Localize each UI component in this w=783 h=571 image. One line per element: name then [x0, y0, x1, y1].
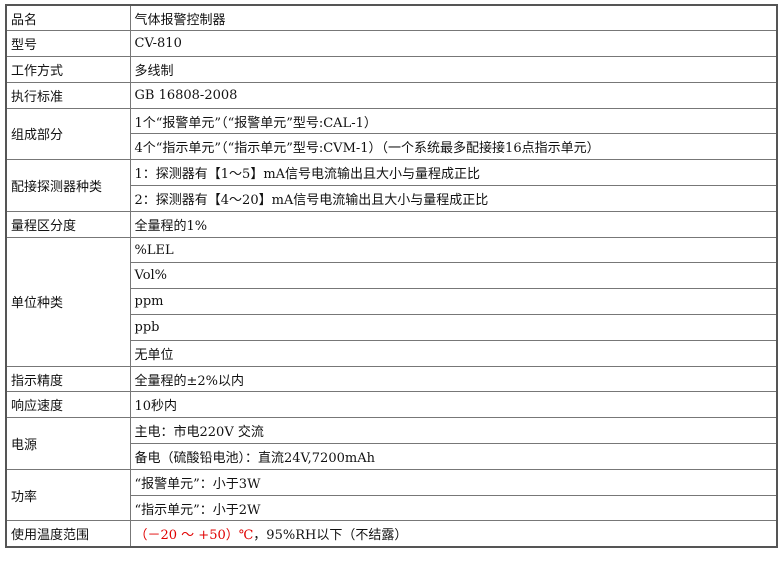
row-label: 响应速度 — [5, 391, 131, 419]
table-row: 执行标准 GB 16808-2008 — [5, 81, 778, 109]
table-row: 配接探测器种类 1：探测器有【1～5】mA信号电流输出且大小与量程成正比 — [5, 159, 778, 212]
row-label: 使用温度范围 — [5, 520, 131, 548]
table-row: “指示单元”：小于2W — [6, 494, 778, 522]
table-row: 功率 “报警单元”：小于3W — [5, 468, 778, 522]
row-label: 组成部分 — [5, 107, 131, 161]
value-part: ，95%RH以下（不结露） — [253, 528, 408, 544]
row-label: 工作方式 — [5, 56, 131, 83]
table-row: 响应速度 10秒内 — [5, 391, 778, 419]
row-label: 指示精度 — [5, 365, 131, 393]
row-value: 1个“报警单元”（“报警单元”型号:CAL-1） — [129, 107, 778, 135]
table-row: 型号 CV-810 — [5, 30, 778, 58]
row-value: 1：探测器有【1～5】mA信号电流输出且大小与量程成正比 — [129, 159, 778, 187]
spec-table: 品名 气体报警控制器 型号 CV-810 工作方式 多线制 执行标准 GB 16808-200… — [5, 4, 778, 548]
table-row: 工作方式 多线制 — [5, 56, 778, 83]
row-value: “报警单元”：小于3W — [129, 468, 778, 496]
value-part: （－20 ～ +50）℃ — [134, 528, 254, 544]
row-value: ppb — [129, 314, 778, 341]
row-value: CV-810 — [129, 30, 778, 58]
row-value: “指示单元”：小于2W — [129, 494, 778, 522]
table-row: ppm — [6, 288, 778, 316]
row-value: （－20 ～ +50）℃，95%RH以下（不结露） — [129, 520, 778, 548]
row-label: 量程区分度 — [5, 210, 131, 238]
table-row: 单位种类 %LEL — [5, 236, 778, 367]
row-value: 全量程的±2%以内 — [129, 365, 778, 393]
table-row: 备电（硫酸铅电池）：直流24V,7200mAh — [6, 443, 778, 470]
table-row: 指示精度 全量程的±2%以内 — [5, 365, 778, 393]
row-value: GB 16808-2008 — [129, 81, 778, 109]
table-body: 品名 气体报警控制器 型号 CV-810 工作方式 多线制 执行标准 GB 16808-200… — [5, 4, 778, 548]
row-value: %LEL — [129, 236, 778, 264]
row-value: 2：探测器有【4～20】mA信号电流输出且大小与量程成正比 — [129, 185, 778, 212]
row-label: 品名 — [5, 4, 131, 32]
row-value: 全量程的1% — [129, 210, 778, 238]
table-row: 量程区分度 全量程的1% — [5, 210, 778, 238]
table-row: 组成部分 1个“报警单元”（“报警单元”型号:CAL-1） — [5, 107, 778, 161]
table-row: 2：探测器有【4～20】mA信号电流输出且大小与量程成正比 — [6, 185, 778, 212]
row-label: 型号 — [5, 30, 131, 58]
row-value: ppm — [129, 288, 778, 316]
row-label: 功率 — [5, 468, 131, 522]
row-value: 备电（硫酸铅电池）：直流24V,7200mAh — [129, 443, 778, 470]
table-row: 4个“指示单元”（“指示单元”型号:CVM-1）（一个系统最多配接接16点指示单… — [6, 133, 778, 161]
row-label: 单位种类 — [5, 236, 131, 367]
table-row: 使用温度范围 （－20 ～ +50）℃，95%RH以下（不结露） — [5, 520, 778, 548]
row-label: 电源 — [5, 417, 131, 470]
row-value: 4个“指示单元”（“指示单元”型号:CVM-1）（一个系统最多配接接16点指示单… — [129, 133, 778, 161]
row-value: Vol% — [129, 262, 778, 290]
row-label: 配接探测器种类 — [5, 159, 131, 212]
row-label: 执行标准 — [5, 81, 131, 109]
row-value: 无单位 — [129, 339, 778, 367]
row-value: 10秒内 — [129, 391, 778, 419]
row-value: 气体报警控制器 — [129, 4, 778, 32]
row-value: 主电：市电220V 交流 — [129, 417, 778, 445]
row-value: 多线制 — [129, 56, 778, 83]
table-row: 品名 气体报警控制器 — [5, 4, 778, 32]
table-row: 电源 主电：市电220V 交流 — [5, 417, 778, 470]
